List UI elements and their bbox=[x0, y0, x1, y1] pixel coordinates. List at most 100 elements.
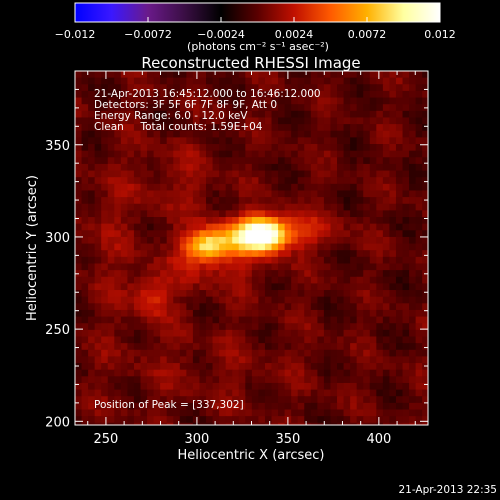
heatmap-cell bbox=[382, 363, 391, 371]
heatmap-cell bbox=[402, 117, 410, 125]
heatmap-cell bbox=[107, 416, 115, 424]
heatmap-cell bbox=[271, 389, 279, 397]
heatmap-cell bbox=[179, 243, 187, 251]
heatmap-cell bbox=[310, 183, 318, 191]
heatmap-cell bbox=[382, 243, 391, 251]
heatmap-cell bbox=[127, 243, 135, 251]
heatmap-cell bbox=[323, 177, 332, 185]
heatmap-cell bbox=[382, 290, 391, 298]
heatmap-cell bbox=[101, 90, 109, 99]
heatmap-cell bbox=[120, 90, 128, 99]
heatmap-cell bbox=[264, 376, 273, 384]
heatmap-cell bbox=[415, 290, 423, 298]
heatmap-cell bbox=[343, 197, 351, 205]
heatmap-cell bbox=[402, 84, 410, 92]
heatmap-cell bbox=[363, 396, 371, 404]
heatmap-cell bbox=[238, 416, 246, 424]
heatmap-cell bbox=[330, 170, 338, 178]
heatmap-cell bbox=[101, 223, 109, 231]
heatmap-cell bbox=[415, 276, 423, 284]
heatmap-cell bbox=[317, 163, 325, 172]
heatmap-cell bbox=[107, 309, 115, 318]
heatmap-cell bbox=[395, 329, 404, 338]
heatmap-cell bbox=[350, 130, 358, 138]
heatmap-cell bbox=[284, 316, 292, 324]
heatmap-cell bbox=[337, 250, 345, 258]
heatmap-cell bbox=[101, 150, 109, 158]
heatmap-cell bbox=[402, 170, 410, 178]
heatmap-cell bbox=[166, 84, 174, 92]
heatmap-cell bbox=[409, 230, 417, 238]
heatmap-cell bbox=[382, 90, 391, 99]
heatmap-cell bbox=[212, 276, 220, 284]
heatmap-cell bbox=[258, 363, 266, 371]
heatmap-cell bbox=[278, 77, 286, 85]
heatmap-cell bbox=[271, 90, 279, 99]
heatmap-cell bbox=[284, 104, 292, 112]
heatmap-cell bbox=[81, 396, 89, 404]
heatmap-cell bbox=[297, 170, 305, 178]
heatmap-cell bbox=[409, 71, 417, 79]
heatmap-cell bbox=[75, 157, 83, 165]
heatmap-cell bbox=[94, 236, 102, 245]
heatmap-cell bbox=[304, 197, 312, 205]
heatmap-cell bbox=[114, 137, 122, 145]
heatmap-cell bbox=[376, 349, 384, 357]
heatmap-cell bbox=[376, 137, 384, 145]
heatmap-cell bbox=[422, 190, 428, 198]
heatmap-cell bbox=[147, 150, 155, 158]
heatmap-cell bbox=[402, 270, 410, 278]
heatmap-cell bbox=[323, 256, 332, 265]
heatmap-cell bbox=[297, 183, 305, 191]
heatmap-cell bbox=[264, 356, 273, 364]
heatmap-cell bbox=[251, 349, 259, 357]
heatmap-cell bbox=[232, 336, 240, 344]
heatmap-cell bbox=[153, 402, 161, 411]
heatmap-cell bbox=[343, 183, 351, 191]
heatmap-cell bbox=[409, 177, 417, 185]
heatmap-cell bbox=[310, 263, 318, 271]
heatmap-cell bbox=[166, 376, 174, 384]
heatmap-cell bbox=[101, 256, 109, 265]
heatmap-cell bbox=[225, 356, 233, 364]
heatmap-cell bbox=[389, 243, 397, 251]
heatmap-cell bbox=[330, 309, 338, 318]
heatmap-cell bbox=[297, 137, 305, 145]
heatmap-cell bbox=[114, 416, 122, 424]
heatmap-cell bbox=[251, 402, 259, 411]
heatmap-cell bbox=[212, 250, 220, 258]
heatmap-cell bbox=[147, 157, 155, 165]
heatmap-cell bbox=[160, 389, 168, 397]
heatmap-cell bbox=[323, 296, 332, 304]
heatmap-cell bbox=[284, 290, 292, 298]
heatmap-cell bbox=[140, 130, 148, 138]
heatmap-cell bbox=[81, 369, 89, 377]
heatmap-cell bbox=[232, 117, 240, 125]
heatmap-cell bbox=[75, 170, 83, 178]
heatmap-cell bbox=[284, 363, 292, 371]
heatmap-cell bbox=[369, 416, 377, 424]
colorbar-tick-label: 0.0024 bbox=[275, 28, 314, 41]
heatmap-cell bbox=[395, 190, 404, 198]
heatmap-cell bbox=[291, 283, 299, 291]
heatmap-cell bbox=[304, 309, 312, 318]
heatmap-cell bbox=[173, 290, 181, 298]
heatmap-cell bbox=[284, 230, 292, 238]
heatmap-cell bbox=[415, 402, 423, 411]
heatmap-cell bbox=[330, 416, 338, 424]
heatmap-cell bbox=[369, 309, 377, 318]
heatmap-cell bbox=[330, 117, 338, 125]
heatmap-cell bbox=[153, 396, 161, 404]
heatmap-cell bbox=[409, 389, 417, 397]
heatmap-cell bbox=[422, 329, 428, 338]
heatmap-cell bbox=[166, 369, 174, 377]
heatmap-cell bbox=[258, 283, 266, 291]
heatmap-cell bbox=[245, 183, 253, 191]
heatmap-cell bbox=[94, 117, 102, 125]
heatmap-cell bbox=[284, 343, 292, 351]
heatmap-cell bbox=[323, 422, 332, 425]
heatmap-cell bbox=[160, 243, 168, 251]
heatmap-cell bbox=[238, 210, 246, 218]
heatmap-cell bbox=[75, 303, 83, 311]
heatmap-cell bbox=[297, 276, 305, 284]
